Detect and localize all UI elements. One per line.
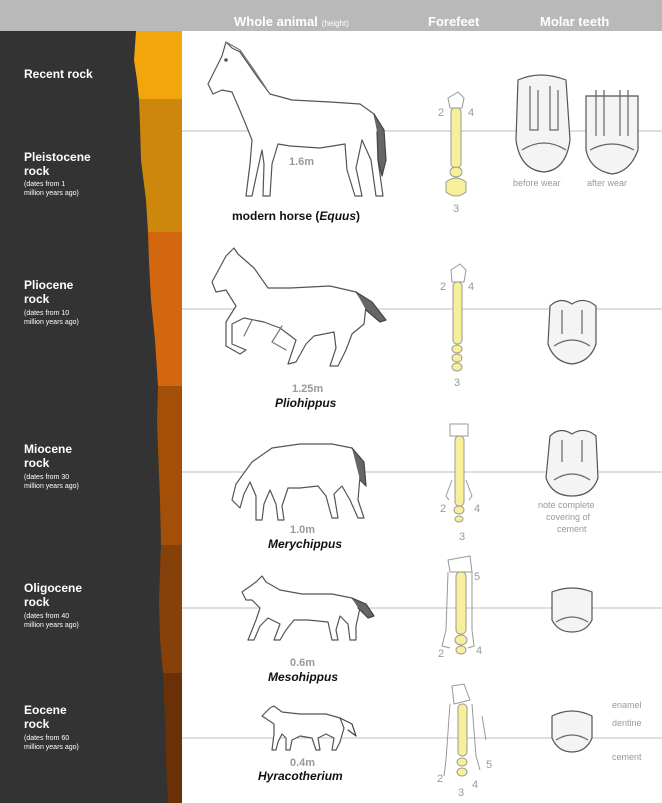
toe-left-equus: 2 xyxy=(438,107,444,119)
rock-label-pliocene: Pliocene xyxy=(24,278,74,292)
tooth-captions: before wear after wear note complete cov… xyxy=(513,178,642,762)
stratum-recent xyxy=(134,31,182,99)
rock-dates-miocene-1: (dates from 30 xyxy=(24,474,69,481)
rock-dates-miocene-2: million years ago) xyxy=(24,483,79,490)
rock-dates-oligocene-2: million years ago) xyxy=(24,622,79,629)
rock-dates-pleistocene-2: million years ago) xyxy=(24,190,79,197)
rock-dates-oligocene-1: (dates from 40 xyxy=(24,613,69,620)
merychippus-illustration xyxy=(231,443,367,521)
name-pliohippus: Pliohippus xyxy=(275,396,337,410)
toe-left-mesohippus: 2 xyxy=(438,648,444,660)
modern-horse-illustration xyxy=(207,41,387,197)
tooth-mesohippus xyxy=(551,587,593,633)
rock-label-oligocene: Oligocene xyxy=(24,581,82,595)
mesohippus-illustration xyxy=(241,575,375,641)
name-modern-horse-suffix: ) xyxy=(356,209,360,223)
forefoot-mesohippus xyxy=(441,555,475,655)
forefeet-illustrations xyxy=(441,91,487,777)
rock-label-pleistocene-rock: rock xyxy=(24,164,50,178)
height-merychippus: 1.0m xyxy=(290,524,315,536)
rock-dates-eocene-1: (dates from 60 xyxy=(24,735,69,742)
height-pliohippus: 1.25m xyxy=(292,383,323,395)
rock-label-pliocene-rock: rock xyxy=(24,292,50,306)
tooth-equus-before-wear xyxy=(515,74,571,173)
rock-label-eocene-rock: rock xyxy=(24,717,50,731)
label-enamel: enamel xyxy=(612,700,642,710)
stratum-oligocene xyxy=(159,545,182,673)
toe-bottom-hyracotherium: 3 xyxy=(458,787,464,799)
toe-top-mesohippus: 5 xyxy=(474,571,480,583)
toe-bottom-merychippus: 3 xyxy=(459,531,465,543)
caption-after-wear: after wear xyxy=(587,178,627,188)
rock-dates-pleistocene-1: (dates from 1 xyxy=(24,181,65,188)
rock-dates-eocene-2: million years ago) xyxy=(24,744,79,751)
forefoot-merychippus xyxy=(445,423,473,523)
toe-bottom-equus: 3 xyxy=(453,203,459,215)
rock-label-oligocene-rock: rock xyxy=(24,595,50,609)
header-whole-animal: Whole animal (height) xyxy=(234,14,349,29)
header-whole-animal-label: Whole animal xyxy=(234,14,318,29)
toe-bottom-pliohippus: 3 xyxy=(454,377,460,389)
forefoot-hyracotherium xyxy=(443,683,487,777)
label-cement: cement xyxy=(612,752,642,762)
stratum-eocene xyxy=(163,673,182,803)
name-mesohippus: Mesohippus xyxy=(268,670,338,684)
header-forefeet: Forefeet xyxy=(428,14,480,29)
rock-dates-pliocene-1: (dates from 10 xyxy=(24,310,69,317)
label-dentine: dentine xyxy=(612,718,642,728)
toe-extra-hyracotherium: 5 xyxy=(486,759,492,771)
toe-right-pliohippus: 4 xyxy=(468,281,474,293)
forefoot-pliohippus xyxy=(450,263,467,372)
header-molar-teeth: Molar teeth xyxy=(540,14,609,29)
stratum-pleistocene xyxy=(139,99,182,232)
rock-label-recent: Recent rock xyxy=(24,67,93,81)
toe-right-hyracotherium: 4 xyxy=(472,779,478,791)
tooth-hyracotherium xyxy=(551,710,593,753)
stratum-miocene xyxy=(157,386,182,545)
height-mesohippus: 0.6m xyxy=(290,657,315,669)
header-height-note: (height) xyxy=(322,19,349,28)
hyracotherium-illustration xyxy=(261,705,357,751)
rock-dates-pliocene-2: million years ago) xyxy=(24,319,79,326)
forefoot-equus xyxy=(445,91,467,197)
toe-right-merychippus: 4 xyxy=(474,503,480,515)
rock-label-pleistocene: Pleistocene xyxy=(24,150,91,164)
name-hyracotherium: Hyracotherium xyxy=(258,769,343,783)
height-hyracotherium: 0.4m xyxy=(290,757,315,769)
rock-label-miocene-rock: rock xyxy=(24,456,50,470)
rock-label-miocene: Miocene xyxy=(24,442,72,456)
pliohippus-illustration xyxy=(211,247,387,367)
toe-right-mesohippus: 4 xyxy=(476,645,482,657)
note-covering: covering of xyxy=(546,512,591,522)
header-bar xyxy=(0,0,662,31)
toe-right-equus: 4 xyxy=(468,107,474,119)
stratum-pliocene xyxy=(148,232,182,386)
note-cement: cement xyxy=(557,524,587,534)
name-modern-horse: modern horse (Equus) xyxy=(232,209,360,223)
rock-label-eocene: Eocene xyxy=(24,703,67,717)
toe-left-hyracotherium: 2 xyxy=(437,773,443,785)
rock-labels: Recent rock Pleistocene rock (dates from… xyxy=(24,67,93,751)
tooth-pliohippus xyxy=(547,299,597,365)
name-modern-horse-prefix: modern horse ( xyxy=(232,209,319,223)
horse-illustrations xyxy=(207,41,387,751)
height-modern-horse: 1.6m xyxy=(289,156,314,168)
molar-teeth xyxy=(515,74,639,753)
tooth-equus-after-wear xyxy=(585,90,639,175)
name-merychippus: Merychippus xyxy=(268,537,342,551)
rock-strata xyxy=(134,31,182,803)
caption-before-wear: before wear xyxy=(513,178,561,188)
note-complete: note complete xyxy=(538,500,595,510)
toe-left-merychippus: 2 xyxy=(440,503,446,515)
toe-labels: 2 4 3 2 4 3 2 4 3 5 2 4 5 2 3 4 xyxy=(437,107,492,799)
horse-labels: 1.6m modern horse (Equus) 1.25m Pliohipp… xyxy=(232,156,360,783)
tooth-merychippus xyxy=(545,429,599,497)
name-modern-horse-genus: Equus xyxy=(319,209,356,223)
toe-left-pliohippus: 2 xyxy=(440,281,446,293)
